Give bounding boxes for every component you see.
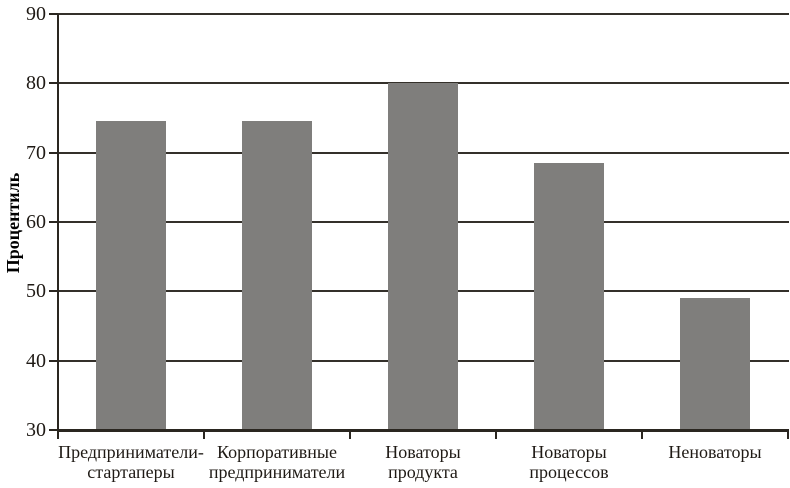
y-axis-tick xyxy=(49,151,58,154)
bar xyxy=(242,121,312,430)
category-label-line: предприниматели xyxy=(208,462,346,482)
category-label-line: Новаторы xyxy=(385,442,461,462)
category-label-line: Неноваторы xyxy=(668,442,762,462)
x-axis-tick xyxy=(57,430,59,439)
y-axis-tick xyxy=(49,13,58,15)
category-label-line: процессов xyxy=(529,462,609,482)
y-axis-tick xyxy=(49,290,58,293)
bar xyxy=(680,298,750,430)
y-tick-label: 80 xyxy=(26,72,46,95)
category-label: Предприниматели-стартаперы xyxy=(58,442,204,482)
category-label-line: продукта xyxy=(388,462,458,482)
x-axis-tick xyxy=(641,430,643,439)
bar xyxy=(388,83,458,430)
y-tick-label: 50 xyxy=(26,280,46,303)
x-axis-line xyxy=(57,429,789,432)
y-tick-label: 70 xyxy=(26,141,46,164)
x-axis-tick xyxy=(787,430,789,439)
category-label-line: Новаторы xyxy=(531,442,607,462)
y-axis-tick xyxy=(49,429,58,431)
y-tick-label: 60 xyxy=(26,211,46,233)
y-tick-label: 40 xyxy=(26,349,46,372)
y-axis-line xyxy=(57,14,59,432)
category-label: Новаторы продукта xyxy=(350,442,496,482)
category-label: Корпоративные предприниматели xyxy=(204,442,350,482)
x-axis-tick xyxy=(203,430,205,439)
y-axis-tick xyxy=(49,82,58,85)
bar xyxy=(534,163,604,430)
y-tick-label: 90 xyxy=(26,3,46,25)
category-label-line: стартаперы xyxy=(87,462,175,482)
y-tick-label: 30 xyxy=(26,419,46,441)
category-label: Неноваторы xyxy=(642,442,788,462)
gridline xyxy=(58,13,789,15)
bar xyxy=(96,121,166,430)
category-label: Новаторы процессов xyxy=(496,442,642,482)
category-label-line: Предприниматели- xyxy=(58,442,204,462)
y-axis-tick xyxy=(49,221,58,223)
category-label-line: Корпоративные xyxy=(217,442,337,462)
x-axis-tick xyxy=(495,430,497,439)
y-axis-tick xyxy=(49,359,58,362)
x-axis-tick xyxy=(349,430,351,439)
